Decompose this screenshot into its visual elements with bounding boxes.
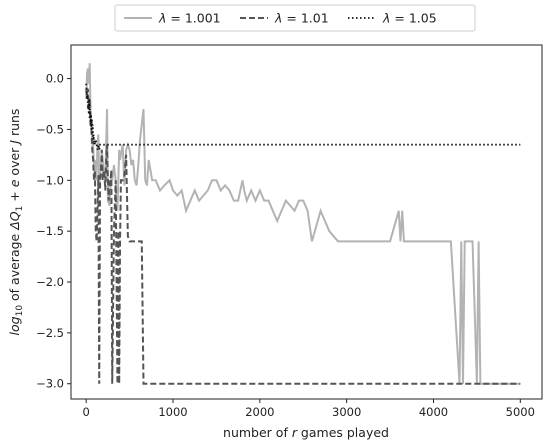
y-axis-label-part: over	[7, 144, 22, 180]
y-axis-label-part: 1	[15, 206, 25, 212]
x-tick-label: 3000	[332, 405, 361, 419]
x-axis: 0 1000 2000 3000 4000 5000	[83, 399, 535, 419]
y-tick-label: −3.0	[36, 377, 64, 391]
legend-label-s101: λ = 1.01	[274, 11, 329, 26]
x-tick-label: 2000	[245, 405, 274, 419]
y-axis-label-part: +	[7, 187, 22, 205]
series-line-s105	[85, 83, 521, 150]
y-axis-label: log10 of average ΔQ1 + e over J runs	[7, 109, 25, 336]
plot-background	[71, 45, 542, 399]
legend: λ = 1.001 λ = 1.01 λ = 1.05	[114, 4, 476, 32]
x-axis-label-part: games played	[297, 425, 389, 440]
x-tick-label: 0	[83, 405, 90, 419]
x-axis-label-part: r	[292, 425, 298, 440]
y-tick-label: 0.0	[46, 72, 64, 86]
plot-frame	[70, 44, 543, 400]
y-tick-label: −2.5	[36, 326, 64, 340]
series-layer	[85, 63, 521, 385]
legend-label-s105: λ = 1.05	[382, 11, 437, 26]
y-tick-label: −2.0	[36, 275, 64, 289]
y-axis-label-part: J	[7, 140, 22, 147]
x-tick-label: 4000	[419, 405, 448, 419]
x-axis-label-part: number of	[223, 425, 292, 440]
y-axis-label-part: runs	[7, 109, 22, 140]
legend-label-s1001: λ = 1.001	[158, 11, 221, 26]
y-axis: 0.0 −0.5 −1.0 −1.5 −2.0 −2.5 −3.0	[36, 72, 71, 391]
x-tick-label: 5000	[506, 405, 535, 419]
series-line-s101	[85, 88, 521, 385]
y-axis-label-part: of average	[7, 230, 22, 305]
y-tick-label: −0.5	[36, 122, 64, 136]
y-axis-label-part: log	[7, 316, 22, 335]
legend-frame	[114, 4, 476, 32]
y-axis-label-part: 10	[15, 305, 25, 317]
y-tick-label: −1.5	[36, 224, 64, 238]
y-axis-label-part: ΔQ	[7, 211, 22, 231]
y-tick-label: −1.0	[36, 173, 64, 187]
x-axis-label: number of r games played	[223, 425, 389, 440]
y-axis-label-part: e	[7, 179, 22, 187]
x-tick-label: 1000	[158, 405, 187, 419]
